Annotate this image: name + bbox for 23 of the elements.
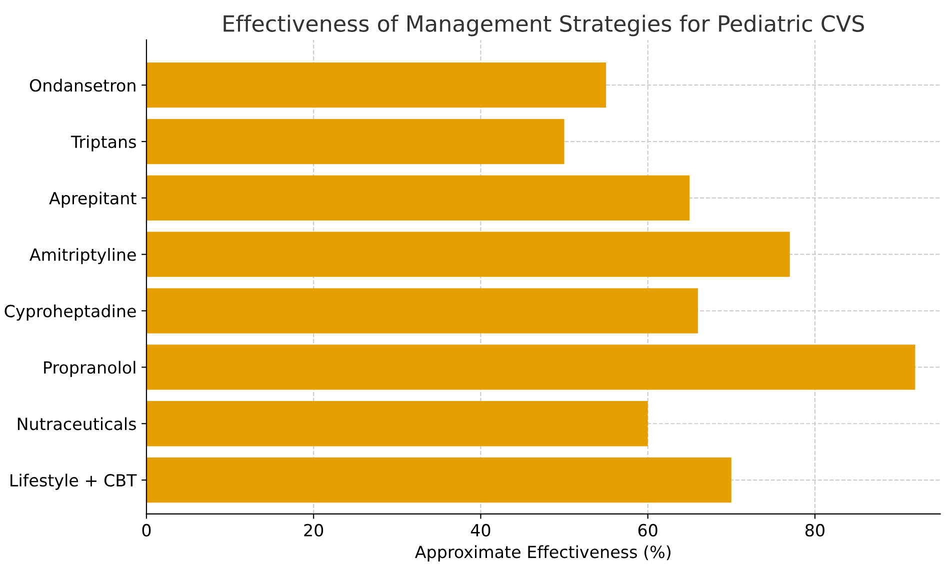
x-axis-title: Approximate Effectiveness (%): [414, 545, 670, 562]
x-tick-label: 0: [142, 524, 151, 537]
y-tick-label: Cyproheptadine: [4, 304, 136, 321]
y-tick-label: Lifestyle + CBT: [10, 474, 137, 490]
y-tick-label: Triptans: [70, 135, 136, 152]
bar: [146, 62, 606, 108]
x-tick-label: 40: [470, 524, 490, 537]
chart-title: Effectiveness of Management Strategies for Pediatric CVS: [224, 14, 864, 36]
bar: [146, 401, 648, 446]
bar: [146, 288, 698, 334]
bar: [146, 344, 916, 390]
y-tick-label: Aprepitant: [49, 192, 136, 208]
x-tick-label: 20: [304, 524, 324, 537]
y-tick-label: Propranolol: [44, 360, 136, 378]
y-tick-label: Amitriptyline: [30, 248, 136, 264]
x-tick-label: 80: [805, 524, 824, 537]
bar: [146, 118, 564, 164]
x-tick-label: 60: [638, 524, 658, 537]
bar: [146, 175, 690, 221]
bar: [146, 457, 732, 503]
y-tick-label: Nutraceuticals: [18, 417, 136, 430]
bar: [146, 232, 790, 277]
y-tick-label: Ondansetron: [30, 78, 136, 92]
